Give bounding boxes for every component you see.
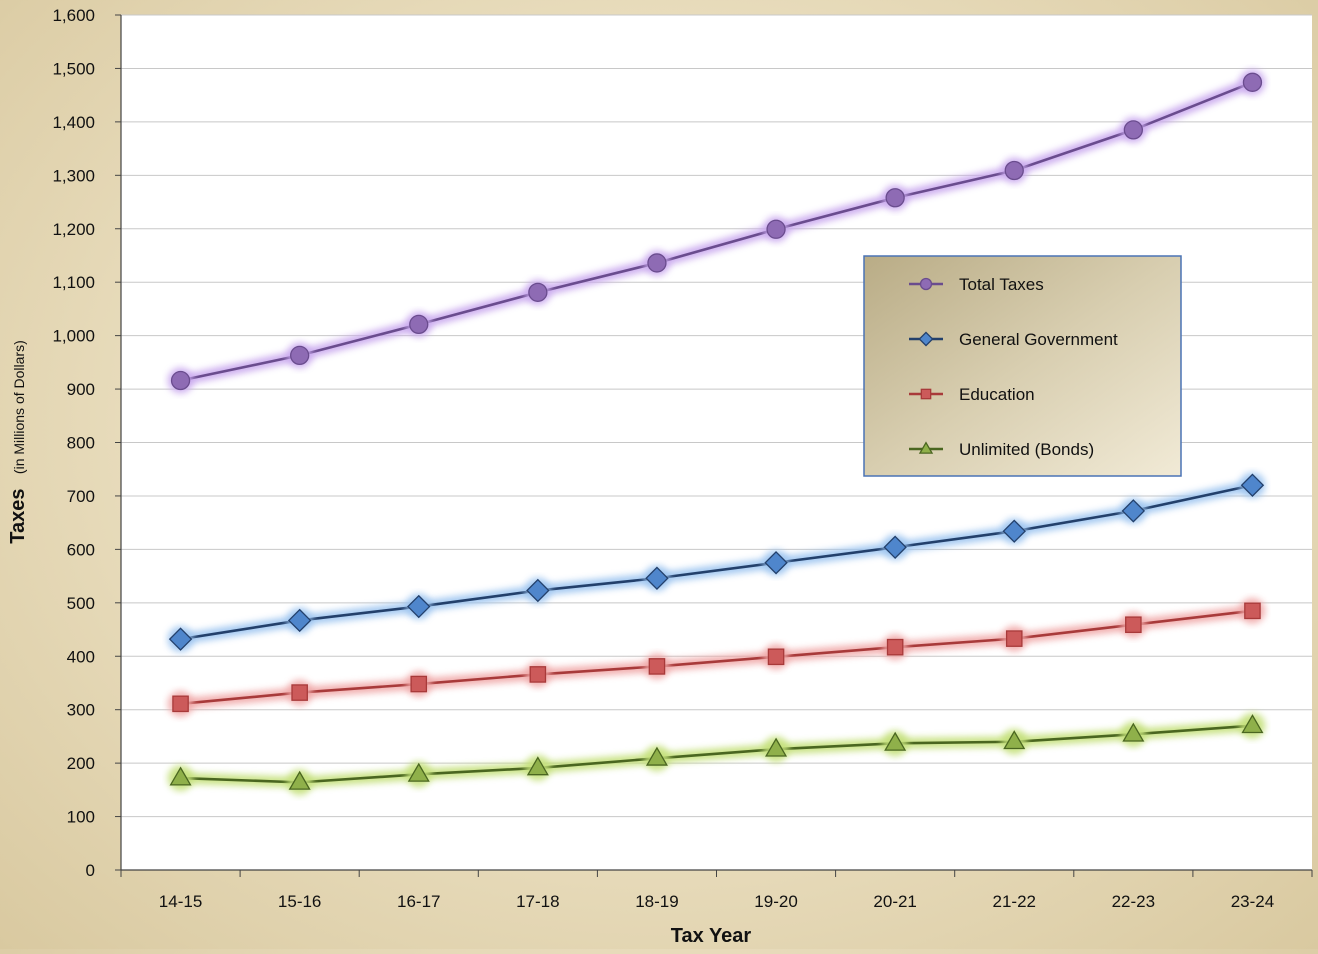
data-point bbox=[1121, 499, 1146, 523]
data-point bbox=[287, 608, 312, 633]
x-tick-label: 23-24 bbox=[1231, 892, 1274, 911]
data-point bbox=[1005, 630, 1023, 647]
x-tick-label: 18-19 bbox=[635, 892, 678, 911]
y-tick-label: 1,300 bbox=[52, 166, 95, 185]
y-tick-label: 1,400 bbox=[52, 113, 95, 132]
data-point bbox=[289, 345, 310, 366]
y-tick-label: 1,500 bbox=[52, 59, 95, 78]
data-point bbox=[883, 535, 907, 559]
data-point bbox=[169, 766, 192, 786]
y-tick-label: 1,200 bbox=[52, 220, 95, 239]
data-point bbox=[885, 188, 905, 208]
y-tick-label: 0 bbox=[86, 861, 95, 880]
series-line bbox=[180, 724, 1253, 784]
data-point bbox=[407, 594, 431, 619]
series-line bbox=[180, 81, 1253, 382]
legend: Total Taxes General Government Education Un… bbox=[863, 255, 1182, 477]
data-point bbox=[647, 253, 667, 273]
data-point bbox=[1240, 473, 1265, 497]
series-general-government bbox=[167, 472, 1266, 653]
legend-marker bbox=[918, 441, 934, 454]
x-tick-label: 14-15 bbox=[159, 892, 202, 911]
y-tick-label: 700 bbox=[67, 487, 95, 506]
series-line bbox=[180, 609, 1253, 706]
data-point bbox=[1002, 519, 1026, 543]
data-point bbox=[172, 695, 189, 713]
data-point bbox=[528, 282, 548, 302]
data-point bbox=[1003, 730, 1026, 750]
data-point bbox=[764, 551, 788, 575]
series-unlimited-bonds bbox=[167, 712, 1266, 796]
data-point bbox=[766, 219, 786, 239]
x-tick-label: 15-16 bbox=[278, 892, 321, 911]
data-point bbox=[409, 314, 429, 335]
data-point bbox=[170, 370, 191, 391]
data-point bbox=[645, 566, 669, 590]
data-point bbox=[168, 627, 193, 651]
data-point bbox=[886, 638, 904, 656]
legend-label: General Government bbox=[959, 330, 1118, 349]
y-tick-label: 900 bbox=[67, 380, 95, 399]
legend-marker bbox=[919, 277, 933, 291]
data-point bbox=[648, 658, 666, 675]
data-point bbox=[529, 666, 547, 683]
y-tick-label: 100 bbox=[67, 808, 95, 827]
data-point bbox=[645, 746, 668, 766]
x-tick-label: 17-18 bbox=[516, 892, 559, 911]
data-point bbox=[1242, 72, 1263, 92]
y-axis-title: Taxes bbox=[7, 489, 29, 544]
legend-marker bbox=[920, 388, 932, 400]
legend-marker bbox=[918, 331, 934, 347]
data-point bbox=[1123, 120, 1143, 140]
x-tick-label: 21-22 bbox=[993, 892, 1036, 911]
legend-label: Total Taxes bbox=[959, 275, 1044, 294]
series-total-taxes bbox=[167, 69, 1266, 394]
data-point bbox=[767, 648, 785, 666]
x-tick-label: 16-17 bbox=[397, 892, 440, 911]
y-tick-label: 800 bbox=[67, 434, 95, 453]
y-tick-label: 200 bbox=[67, 754, 95, 773]
y-tick-label: 600 bbox=[67, 540, 95, 559]
data-point bbox=[407, 762, 430, 782]
y-axis-subtitle: (in Millions of Dollars) bbox=[11, 340, 27, 474]
y-tick-label: 300 bbox=[67, 701, 95, 720]
legend-box bbox=[863, 255, 1182, 477]
data-point bbox=[1004, 160, 1024, 181]
x-axis-title: Tax Year bbox=[671, 925, 752, 947]
y-axis-title-group: Taxes (in Millions of Dollars) bbox=[7, 340, 29, 544]
legend-label: Unlimited (Bonds) bbox=[959, 440, 1094, 459]
data-point bbox=[1244, 602, 1261, 620]
series bbox=[167, 69, 1266, 796]
data-point bbox=[1122, 722, 1145, 742]
data-point bbox=[291, 684, 308, 701]
x-tick-label: 19-20 bbox=[754, 892, 797, 911]
data-point bbox=[526, 756, 549, 776]
data-point bbox=[1125, 616, 1142, 634]
y-tick-label: 1,600 bbox=[52, 6, 95, 25]
x-tick-label: 20-21 bbox=[873, 892, 916, 911]
x-tick-label: 22-23 bbox=[1112, 892, 1155, 911]
y-tick-label: 1,100 bbox=[52, 273, 95, 292]
data-point bbox=[526, 578, 550, 603]
data-point bbox=[765, 737, 788, 757]
y-tick-label: 1,000 bbox=[52, 327, 95, 346]
series-education bbox=[167, 597, 1266, 717]
data-point bbox=[1241, 714, 1264, 734]
series-line bbox=[180, 483, 1253, 641]
y-tick-label: 500 bbox=[67, 594, 95, 613]
axes: 0 100 200 300 400 500 600 700 800 900 1,000 1,100 1,… bbox=[52, 6, 1313, 911]
data-point bbox=[884, 731, 907, 751]
data-point bbox=[410, 675, 428, 693]
y-tick-label: 400 bbox=[67, 647, 95, 666]
legend-label: Education bbox=[959, 385, 1035, 404]
data-point bbox=[288, 770, 311, 790]
